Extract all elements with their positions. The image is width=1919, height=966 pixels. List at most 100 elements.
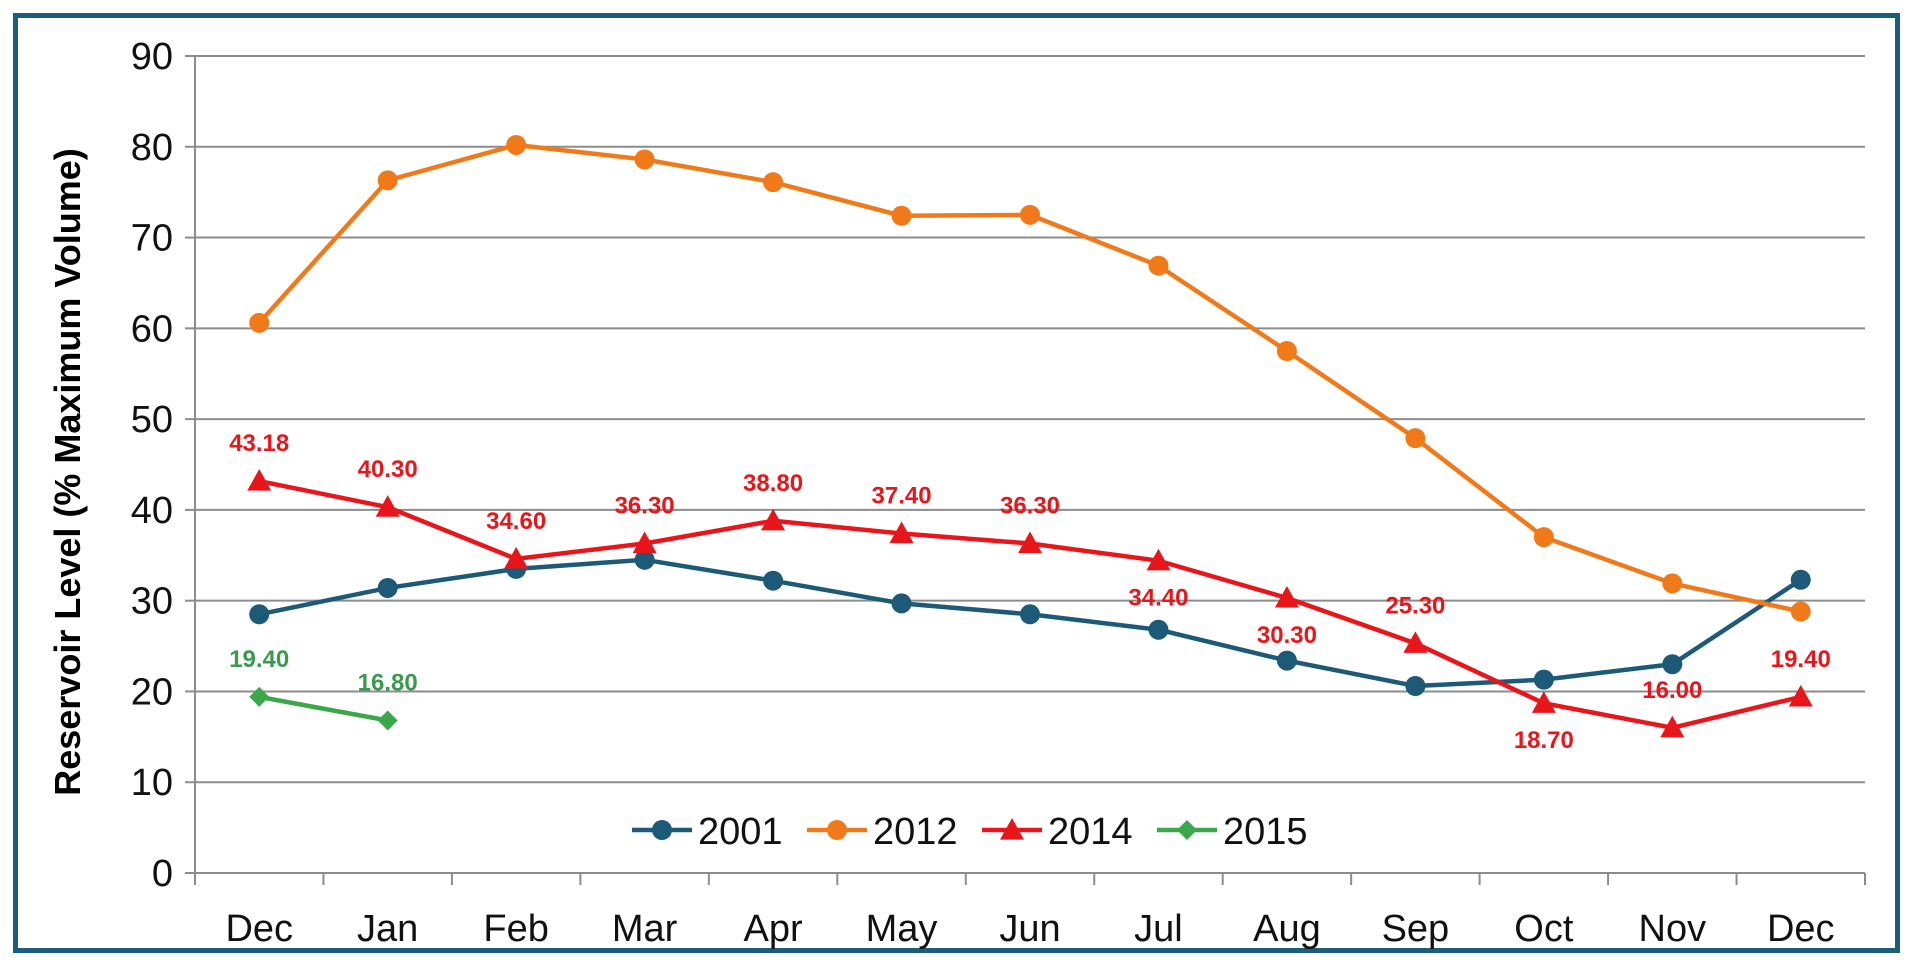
data-point-2012 [1533,527,1554,548]
data-point-2012 [1662,573,1683,594]
legend-marker [827,820,847,840]
x-tick-label: Mar [612,908,678,950]
data-label-2014: 34.40 [1128,585,1188,612]
data-point-2001 [1790,569,1811,590]
data-label-2014: 34.60 [486,508,546,535]
x-tick-label: Apr [744,908,803,950]
x-tick-label: Nov [1639,908,1707,950]
data-point-2014 [1274,585,1299,608]
x-tick-label: Sep [1382,908,1450,950]
legend-item-2014: 2014 [982,811,1133,853]
data-point-2012 [1020,204,1040,225]
data-point-2001 [1148,619,1169,640]
data-point-2001 [891,593,912,614]
data-point-2014 [1788,684,1813,707]
legend-marker [652,820,672,840]
data-label-2015: 16.80 [358,669,418,696]
x-tick-label: Jul [1134,908,1183,950]
data-label-2014: 19.40 [1771,646,1831,673]
data-point-2014 [1146,548,1171,571]
data-point-2014 [375,495,400,517]
data-label-2014: 25.30 [1385,592,1445,619]
y-tick-label: 10 [131,762,173,804]
legend-label: 2012 [873,811,958,853]
y-tick-label: 20 [131,671,173,713]
data-point-2001 [1662,654,1683,675]
y-tick-label: 80 [131,127,173,169]
data-point-2014 [247,469,272,491]
data-point-2012 [249,312,270,333]
data-point-2012 [1405,428,1426,449]
data-label-2014: 16.00 [1642,677,1702,704]
x-tick-label: Aug [1253,908,1321,950]
x-tick-label: Jan [357,908,418,950]
data-point-2001 [249,604,270,625]
axes: 0 10 20 30 40 50 60 70 80 90 Dec Jan Feb Mar Apr May Jun… [131,36,1866,950]
x-tick-label: Dec [1767,908,1835,950]
data-label-2014: 37.40 [872,482,932,509]
legend-marker [1177,820,1197,840]
series-2012 [249,134,1811,622]
legend-label: 2015 [1223,811,1308,853]
data-point-2012 [506,134,527,155]
data-point-2012 [763,172,784,193]
data-point-2001 [1405,675,1426,696]
legend-item-2012: 2012 [807,811,958,853]
legend-marker [1000,818,1024,840]
data-point-2001 [1533,669,1554,690]
y-tick-label: 60 [131,308,173,350]
data-label-2014: 40.30 [358,456,418,483]
data-point-2014 [761,508,786,531]
legend: 2001 2012 2014 2015 [632,811,1308,853]
data-point-2014 [1018,531,1042,554]
data-point-2012 [1790,601,1811,622]
series-2015 [249,686,398,731]
data-point-2012 [634,149,655,170]
data-labels: 43.18 40.30 34.60 36.30 38.80 37.40 36.30 34.40… [229,430,1831,754]
data-label-2014: 30.30 [1257,622,1317,649]
data-point-2014 [632,531,657,554]
y-tick-label: 40 [131,490,173,532]
x-tick-label: Oct [1514,908,1574,950]
data-point-2012 [891,205,912,226]
grid-lines [195,55,1865,784]
data-point-2014 [1531,691,1556,713]
data-label-2014: 36.30 [1000,492,1060,519]
data-point-2001 [1020,604,1040,625]
data-point-2014 [504,546,529,569]
data-point-2001 [377,577,398,598]
data-label-2014: 18.70 [1514,727,1574,754]
data-point-2012 [1148,255,1169,276]
x-tick-label: Jun [999,908,1060,950]
data-label-2014: 36.30 [615,492,675,519]
data-point-2001 [763,570,784,591]
series-2014 [247,469,1813,738]
data-point-2012 [377,170,398,191]
series-line-2015 [258,694,389,723]
legend-item-2001: 2001 [632,811,783,853]
data-point-2001 [1276,650,1297,671]
legend-label: 2014 [1048,811,1133,853]
y-tick-label: 50 [131,399,173,441]
y-tick-label: 90 [131,36,173,78]
series-lines [247,134,1813,738]
y-tick-label: 30 [131,581,173,623]
data-point-2001 [634,549,655,570]
y-axis-title: Reservoir Level (% Maximum Volume) [47,148,88,796]
data-point-2014 [1403,631,1428,653]
data-point-2015 [377,710,398,731]
data-label-2014: 38.80 [743,470,803,497]
series-2001 [249,549,1811,696]
y-tick-label: 0 [152,853,173,895]
legend-label: 2001 [698,811,783,853]
data-point-2015 [249,686,270,707]
legend-item-2015: 2015 [1157,811,1308,853]
chart-frame [13,13,1900,953]
x-tick-label: Feb [483,908,548,950]
data-label-2015: 19.40 [229,646,289,673]
data-point-2014 [889,521,914,544]
x-tick-label: May [866,908,938,950]
data-point-2014 [1660,715,1685,738]
x-tick-label: Dec [225,908,293,950]
